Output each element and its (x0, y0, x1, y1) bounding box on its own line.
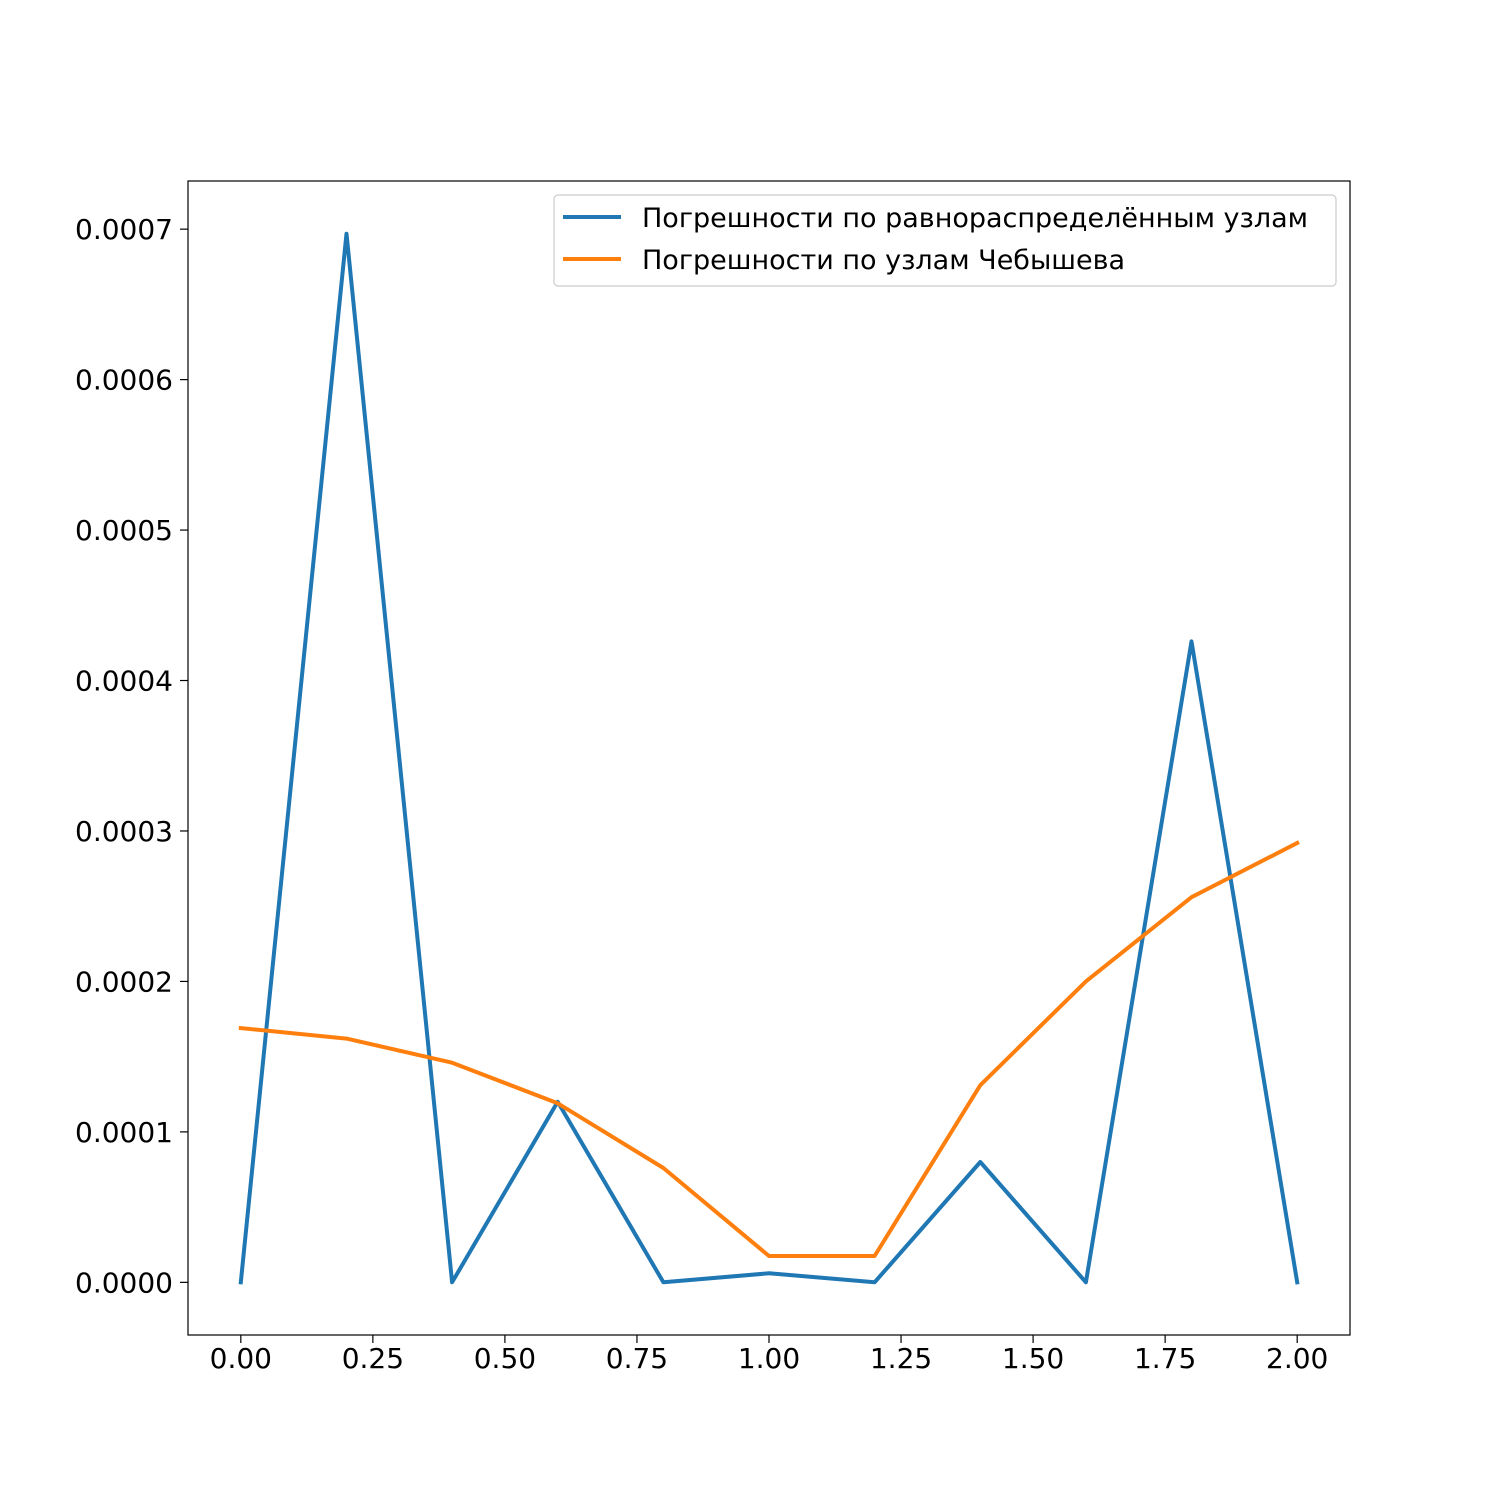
y-tick-label: 0.0002 (75, 965, 173, 998)
y-tick-label: 0.0000 (75, 1266, 173, 1299)
x-tick-label: 1.50 (1002, 1342, 1064, 1375)
y-tick-label: 0.0007 (75, 213, 173, 246)
series-line-1 (238, 840, 1300, 1258)
x-axis: 0.00 0.25 0.50 0.75 1.00 1.25 1.50 1.75 2.00 (210, 1335, 1328, 1375)
y-axis: 0.0000 0.0001 0.0002 0.0003 0.0004 0.0005 0.00… (75, 213, 188, 1299)
y-tick-label: 0.0004 (75, 665, 173, 698)
x-tick-label: 0.25 (342, 1342, 404, 1375)
series-line-0 (238, 231, 1300, 1285)
plot-frame (187, 180, 1351, 1336)
y-tick-label: 0.0005 (75, 514, 173, 547)
legend-label-1: Погрешности по узлам Чебышева (642, 245, 1125, 276)
x-tick-label: 0.50 (474, 1342, 536, 1375)
x-tick-label: 0.75 (606, 1342, 668, 1375)
y-tick-label: 0.0003 (75, 815, 173, 848)
y-tick-label: 0.0001 (75, 1116, 173, 1149)
legend-label-0: Погрешности по равнораспределённым узлам (642, 203, 1308, 234)
x-tick-label: 2.00 (1266, 1342, 1328, 1375)
y-tick-label: 0.0006 (75, 364, 173, 397)
x-tick-label: 0.00 (210, 1342, 272, 1375)
x-tick-label: 1.25 (870, 1342, 932, 1375)
legend-box (553, 194, 1337, 287)
legend: Погрешности по равнораспределённым узлам… (553, 194, 1337, 287)
x-tick-label: 1.00 (738, 1342, 800, 1375)
series-lines (238, 231, 1300, 1285)
x-tick-label: 1.75 (1134, 1342, 1196, 1375)
